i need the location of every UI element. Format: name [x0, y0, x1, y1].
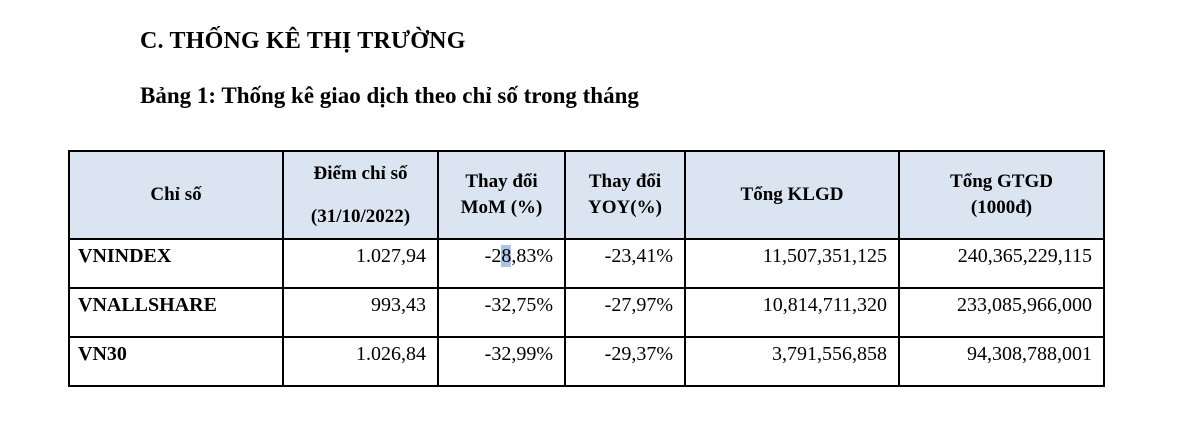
value-cell: 94,308,788,001 — [898, 336, 1105, 387]
header-mom-line2: MoM (%) — [460, 197, 543, 218]
header-yoy-line1: Thay đổi — [588, 171, 662, 193]
mom-cell: -28,83% — [437, 238, 566, 289]
mom-cell: -32,99% — [437, 336, 566, 387]
index-name-cell: VNINDEX — [68, 238, 284, 289]
header-points: Điểm chỉ số (31/10/2022) — [282, 150, 439, 240]
index-name-cell: VNALLSHARE — [68, 287, 284, 338]
volume-cell: 3,791,556,858 — [684, 336, 900, 387]
section-title: C. THỐNG KÊ THỊ TRƯỜNG — [140, 28, 466, 54]
yoy-cell: -29,37% — [564, 336, 686, 387]
market-statistics-table: Chỉ số Điểm chỉ số (31/10/2022) Thay đổi… — [68, 150, 1105, 387]
volume-cell: 11,507,351,125 — [684, 238, 900, 289]
highlighted-character: 8 — [501, 245, 512, 267]
mom-text-pre: -2 — [484, 245, 502, 267]
mom-text-post: ,83% — [511, 245, 553, 267]
header-points-line1: Điểm chỉ số — [313, 162, 408, 184]
value-cell: 240,365,229,115 — [898, 238, 1105, 289]
header-volume: Tổng KLGD — [684, 150, 900, 240]
header-value: Tổng GTGD (1000đ) — [898, 150, 1105, 240]
header-points-line2: (31/10/2022) — [310, 205, 411, 227]
header-value-line1: Tổng GTGD — [950, 171, 1053, 193]
table-header-row: Chỉ số Điểm chỉ số (31/10/2022) Thay đổi… — [68, 150, 1105, 240]
points-cell: 1.027,94 — [282, 238, 439, 289]
header-yoy-line2: YOY(%) — [588, 197, 662, 218]
header-mom-line1: Thay đổi — [465, 171, 538, 193]
yoy-cell: -27,97% — [564, 287, 686, 338]
header-index-label: Chỉ số — [150, 184, 202, 206]
table-row: VN30 1.026,84 -32,99% -29,37% 3,791,556,… — [68, 336, 1105, 387]
header-index: Chỉ số — [68, 150, 284, 240]
header-value-line2: (1000đ) — [970, 197, 1033, 218]
points-cell: 1.026,84 — [282, 336, 439, 387]
yoy-cell: -23,41% — [564, 238, 686, 289]
header-yoy: Thay đổi YOY(%) — [564, 150, 686, 240]
points-cell: 993,43 — [282, 287, 439, 338]
header-mom: Thay đổi MoM (%) — [437, 150, 566, 240]
header-volume-label: Tổng KLGD — [740, 184, 844, 206]
index-name-cell: VN30 — [68, 336, 284, 387]
table-row: VNINDEX 1.027,94 -28,83% -23,41% 11,507,… — [68, 238, 1105, 289]
volume-cell: 10,814,711,320 — [684, 287, 900, 338]
mom-cell: -32,75% — [437, 287, 566, 338]
value-cell: 233,085,966,000 — [898, 287, 1105, 338]
table-row: VNALLSHARE 993,43 -32,75% -27,97% 10,814… — [68, 287, 1105, 338]
table-caption: Bảng 1: Thống kê giao dịch theo chỉ số t… — [140, 83, 639, 108]
